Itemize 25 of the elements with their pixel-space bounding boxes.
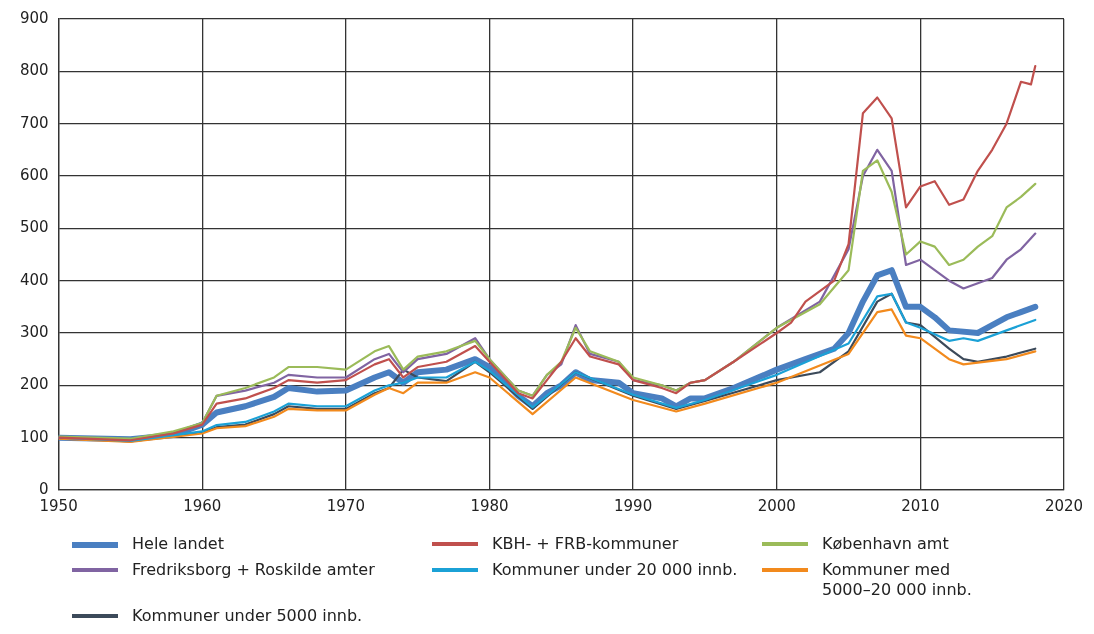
y-tick-label: 200 xyxy=(19,375,49,394)
y-tick-label: 900 xyxy=(19,8,49,27)
legend-label: Fredriksborg + Roskilde amter xyxy=(132,560,375,580)
y-tick-label: 300 xyxy=(19,322,49,341)
x-tick-label: 2020 xyxy=(1044,496,1084,515)
y-tick-label: 700 xyxy=(19,113,49,132)
x-tick-label: 1990 xyxy=(614,496,653,515)
x-tick-label: 1960 xyxy=(183,496,222,515)
legend-label: KBH- + FRB-kommuner xyxy=(492,534,679,554)
x-tick-label: 1980 xyxy=(470,496,509,515)
x-tick-label: 2000 xyxy=(757,496,796,515)
y-tick-label: 400 xyxy=(19,270,49,289)
legend-label: Kommuner under 5000 innb. xyxy=(132,606,363,626)
y-tick-label: 100 xyxy=(19,427,49,446)
y-tick-label: 0 xyxy=(39,479,49,498)
y-tick-label: 600 xyxy=(19,165,49,184)
y-tick-label: 800 xyxy=(19,61,49,80)
legend-label: Hele landet xyxy=(132,534,224,554)
legend-label: Kommuner med 5000–20 000 innb. xyxy=(822,560,972,600)
x-tick-label: 1970 xyxy=(326,496,365,515)
x-tick-label: 1950 xyxy=(39,496,78,515)
x-tick-label: 2010 xyxy=(901,496,940,515)
legend-label: København amt xyxy=(822,534,949,554)
legend-label: Kommuner under 20 000 innb. xyxy=(492,560,738,580)
y-tick-label: 500 xyxy=(19,218,49,237)
